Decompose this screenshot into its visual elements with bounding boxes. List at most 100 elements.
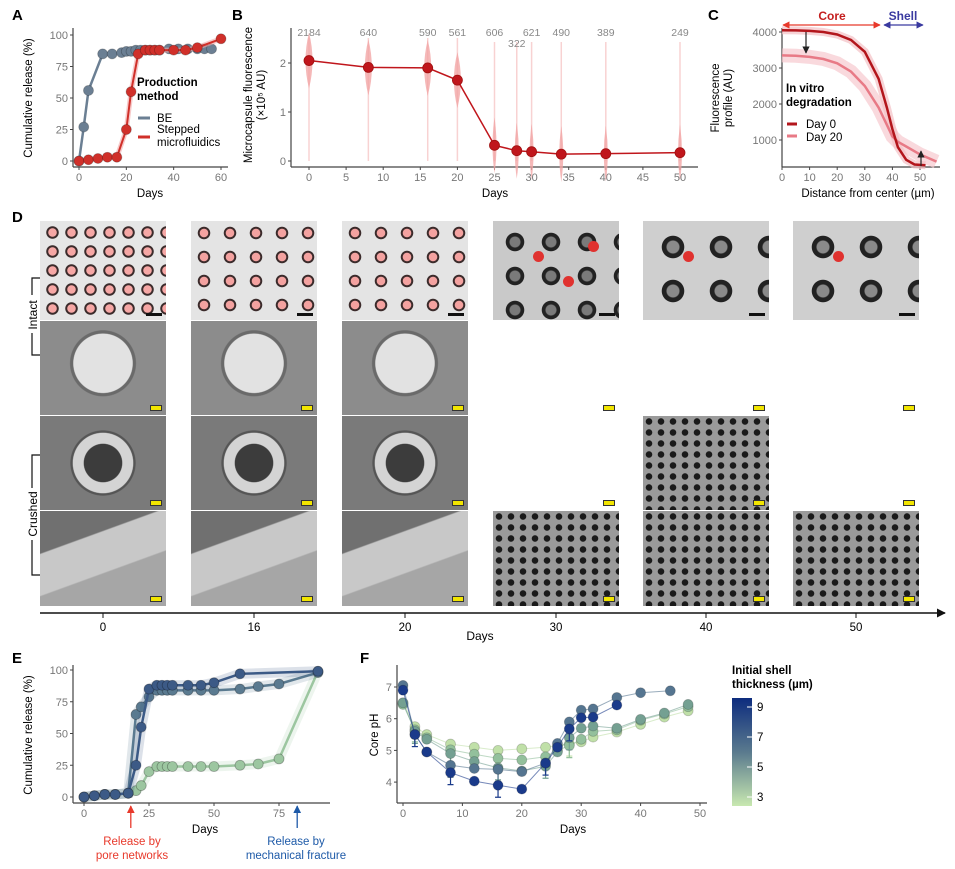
scale-bar bbox=[603, 500, 615, 506]
legend-title: Production bbox=[137, 77, 198, 89]
ph-3-line bbox=[402, 702, 689, 751]
scale-bar bbox=[150, 500, 162, 506]
release-thin-point bbox=[166, 761, 178, 772]
x-tick-label: 45 bbox=[637, 172, 649, 184]
be-point bbox=[97, 48, 109, 60]
x-tick-label: 35 bbox=[563, 172, 575, 184]
ph-7-point bbox=[468, 763, 480, 774]
y-tick-label: 4000 bbox=[753, 27, 777, 39]
x-tick-label: 20 bbox=[451, 172, 463, 184]
y-tick-label: 7 bbox=[386, 682, 392, 694]
scale-bar bbox=[146, 313, 162, 316]
ph-4.5-point bbox=[516, 754, 528, 766]
fluorescence-point bbox=[489, 139, 500, 151]
scale-bar bbox=[903, 500, 915, 506]
scale-bar bbox=[448, 313, 464, 316]
release-thick-point bbox=[182, 679, 194, 691]
x-tick-label: 50 bbox=[208, 808, 220, 820]
micrograph-sem-crushed-detail-day-20 bbox=[342, 511, 468, 606]
x-tick-label: 40 bbox=[634, 808, 646, 820]
scale-bar bbox=[150, 596, 162, 602]
micrograph-fluorescence-day-0 bbox=[40, 221, 166, 320]
sm-point bbox=[154, 44, 165, 56]
panel-label-e: E bbox=[12, 650, 22, 667]
scale-bar bbox=[297, 313, 313, 316]
ph-9-point bbox=[611, 699, 623, 711]
scale-bar bbox=[452, 405, 464, 411]
x-tick-label: 30 bbox=[575, 808, 587, 820]
micrograph-sem-crushed-day-16 bbox=[191, 416, 317, 510]
colorbar bbox=[732, 698, 752, 806]
fluorescence-point bbox=[526, 146, 537, 158]
legend-title: thickness (µm) bbox=[732, 679, 813, 691]
y-tick-label: 100 bbox=[50, 30, 68, 42]
y-tick-label: 75 bbox=[56, 62, 68, 74]
release-thick-point bbox=[208, 677, 220, 689]
release-thick-point bbox=[195, 679, 207, 691]
scale-bar bbox=[603, 405, 615, 411]
release-thick-point bbox=[135, 721, 147, 733]
y-axis-label: profile (AU) bbox=[723, 69, 735, 127]
y-tick-label: 25 bbox=[56, 760, 68, 772]
micrograph-sem-intact-day-0 bbox=[40, 321, 166, 415]
panel-label-f: F bbox=[360, 650, 369, 667]
x-tick-label: 75 bbox=[273, 808, 285, 820]
micrograph-sem-crushed-day-40 bbox=[643, 416, 769, 510]
y-tick-label: 4 bbox=[386, 777, 392, 789]
scale-bar bbox=[903, 405, 915, 411]
sm-point bbox=[102, 151, 113, 163]
ph-9-point bbox=[409, 729, 421, 740]
legend-label: Stepped bbox=[157, 124, 200, 136]
fluorescent-core bbox=[533, 251, 544, 262]
ph-3-series bbox=[397, 697, 694, 756]
ph-5.5-point bbox=[575, 722, 587, 734]
time-tick-label: 20 bbox=[399, 622, 412, 634]
micrograph-sem-intact-day-40 bbox=[643, 321, 769, 415]
sm-point bbox=[215, 33, 227, 45]
panel-e-axes: 0 25 50 75 100 0 25 50 75 Days bbox=[50, 665, 330, 836]
release-thin-point bbox=[273, 753, 285, 765]
y-tick-label: 25 bbox=[56, 125, 68, 137]
y-tick-label: 50 bbox=[56, 93, 68, 105]
x-axis-label: Days bbox=[560, 824, 586, 836]
release-thick-point bbox=[89, 790, 100, 802]
time-tick-label: 30 bbox=[550, 622, 563, 634]
sm-point bbox=[92, 153, 104, 164]
x-axis-label: Days bbox=[192, 824, 218, 836]
sm-point bbox=[168, 44, 180, 56]
micrograph-fluorescence-day-20 bbox=[342, 221, 468, 320]
legend-label: Day 0 bbox=[806, 119, 836, 131]
sample-count: 561 bbox=[449, 27, 467, 39]
x-tick-label: 0 bbox=[400, 808, 406, 820]
y-tick-label: 0 bbox=[280, 156, 286, 168]
scale-bar bbox=[753, 405, 765, 411]
x-tick-label: 30 bbox=[859, 172, 871, 184]
panel-label-c: C bbox=[708, 7, 719, 24]
y-tick-label: 0 bbox=[62, 156, 68, 168]
y-axis-label: Cumulative release (%) bbox=[23, 675, 35, 795]
fluorescent-core bbox=[833, 251, 844, 262]
panel-d-time-axis: 0 16 20 30 40 50 Days bbox=[40, 608, 946, 643]
x-tick-label: 15 bbox=[414, 172, 426, 184]
x-tick-label: 0 bbox=[306, 172, 312, 184]
ph-5.5-point bbox=[635, 713, 646, 725]
scale-bar bbox=[301, 405, 313, 411]
release-thin-point bbox=[195, 761, 207, 772]
legend-title: method bbox=[137, 91, 179, 103]
release-thin-point bbox=[182, 761, 194, 772]
y-tick-label: 3000 bbox=[753, 63, 777, 75]
be-point bbox=[83, 85, 94, 96]
x-tick-label: 20 bbox=[831, 172, 843, 184]
micrograph-sem-crushed-detail-day-30 bbox=[493, 511, 619, 606]
fluorescence-point bbox=[451, 74, 463, 86]
x-tick-label: 50 bbox=[914, 172, 926, 184]
sample-count: 640 bbox=[360, 27, 378, 39]
fluorescence-point bbox=[555, 148, 567, 160]
y-tick-label: 5 bbox=[386, 745, 392, 757]
day0-line bbox=[781, 28, 926, 167]
ph-5.5-line bbox=[402, 702, 689, 772]
scale-bar bbox=[301, 500, 313, 506]
